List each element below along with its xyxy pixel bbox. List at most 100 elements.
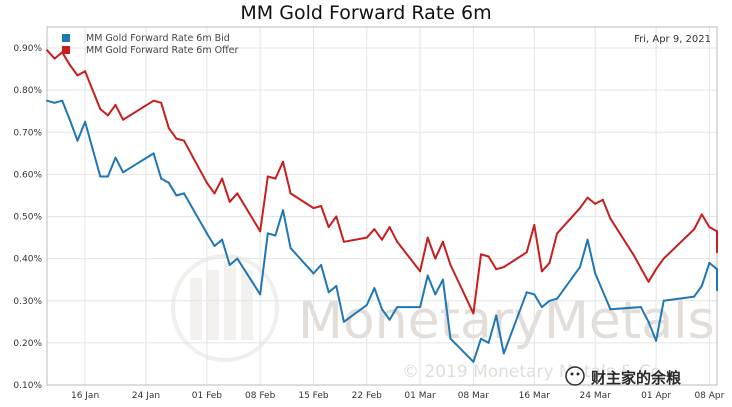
legend-swatch-offer (62, 46, 70, 54)
x-tick-label: 16 Mar (519, 391, 551, 401)
data-point (716, 251, 718, 254)
data-point (632, 253, 635, 256)
x-tick-label: 15 Feb (298, 391, 329, 401)
data-point (441, 278, 444, 281)
data-point (556, 232, 559, 235)
data-point (274, 177, 277, 180)
data-point (327, 291, 330, 294)
data-point (335, 285, 338, 287)
series-line-bid[interactable] (46, 99, 718, 363)
data-point (99, 175, 102, 178)
legend-label-bid: MM Gold Forward Rate 6m Bid (86, 33, 230, 44)
data-point (259, 293, 262, 296)
data-point (396, 306, 399, 309)
data-point (99, 108, 102, 111)
data-point (335, 215, 338, 218)
data-point (289, 247, 292, 250)
series-points-bid (46, 99, 718, 363)
data-point (205, 232, 208, 235)
data-point (228, 200, 231, 203)
x-axis: 16 Jan 24 Jan 01 Feb 08 Feb 15 Feb 22 Feb 01 M… (71, 391, 725, 401)
data-point (716, 268, 718, 271)
gridlines (47, 27, 717, 386)
data-point (175, 194, 178, 197)
data-point (282, 209, 284, 212)
data-point (708, 226, 711, 229)
x-tick-label: 16 Jan (71, 391, 99, 401)
data-point (381, 238, 383, 241)
data-point (548, 261, 551, 264)
series-points-offer (46, 49, 718, 315)
data-point (46, 99, 48, 102)
x-tick-label: 22 Feb (352, 391, 383, 401)
data-point (693, 295, 696, 298)
data-point (122, 118, 125, 121)
overlay-stamp-text: 财主家的余粮 (591, 369, 682, 387)
data-point (609, 217, 612, 220)
data-point (388, 318, 391, 321)
data-point (525, 251, 528, 254)
data-point (312, 272, 315, 275)
data-point (579, 266, 581, 269)
data-point (647, 280, 650, 283)
data-point (236, 257, 239, 260)
data-point (655, 339, 658, 342)
data-point (183, 192, 185, 195)
chart-title: MM Gold Forward Rate 6m (240, 2, 492, 24)
data-point (289, 192, 292, 195)
data-point (388, 226, 391, 229)
data-point (327, 226, 330, 229)
data-point (183, 139, 185, 142)
data-point (152, 152, 155, 155)
y-tick-label: 0.70% (13, 128, 42, 138)
data-point (548, 299, 551, 302)
data-point (84, 70, 87, 73)
data-point (221, 238, 224, 241)
y-tick-label: 0.90% (13, 44, 42, 54)
x-tick-label: 08 Apr (694, 391, 724, 401)
data-point (221, 177, 224, 180)
data-point (487, 341, 490, 344)
data-point (472, 312, 475, 315)
watermark-logo (171, 254, 279, 362)
data-point (601, 198, 604, 201)
data-point (373, 228, 376, 231)
data-point (700, 213, 703, 216)
x-tick-label: 01 Feb (192, 391, 223, 401)
data-point (700, 285, 703, 287)
data-point (556, 297, 559, 300)
data-point (480, 253, 482, 256)
data-point (609, 308, 612, 311)
data-point (533, 224, 536, 226)
data-point (502, 352, 505, 355)
data-point (419, 306, 422, 309)
y-tick-label: 0.80% (13, 86, 42, 96)
data-point (426, 274, 429, 277)
data-point (259, 230, 262, 233)
chart-date: Fri, Apr 9, 2021 (634, 34, 711, 45)
data-point (586, 196, 589, 199)
data-point (495, 268, 498, 271)
y-axis: 0.10% 0.20% 0.30% 0.40% 0.50% 0.60% 0.70% 0.80%… (13, 44, 42, 391)
data-point (53, 57, 56, 60)
data-point (396, 240, 399, 243)
plot-frame (46, 26, 718, 386)
data-point (533, 293, 536, 296)
data-point (68, 63, 71, 66)
data-point (502, 266, 505, 269)
data-point (342, 240, 345, 243)
data-point (487, 255, 490, 258)
x-tick-label: 08 Feb (245, 391, 276, 401)
y-tick-label: 0.60% (13, 170, 42, 180)
data-point (693, 228, 696, 231)
data-point (91, 148, 94, 151)
data-point (381, 308, 383, 311)
legend[interactable]: MM Gold Forward Rate 6m Bid MM Gold Forw… (62, 33, 238, 56)
data-point (495, 314, 498, 317)
data-point (365, 304, 368, 306)
data-point (175, 137, 178, 140)
data-point (639, 306, 642, 309)
data-point (205, 181, 208, 184)
data-point (708, 261, 711, 264)
data-point (68, 118, 71, 121)
